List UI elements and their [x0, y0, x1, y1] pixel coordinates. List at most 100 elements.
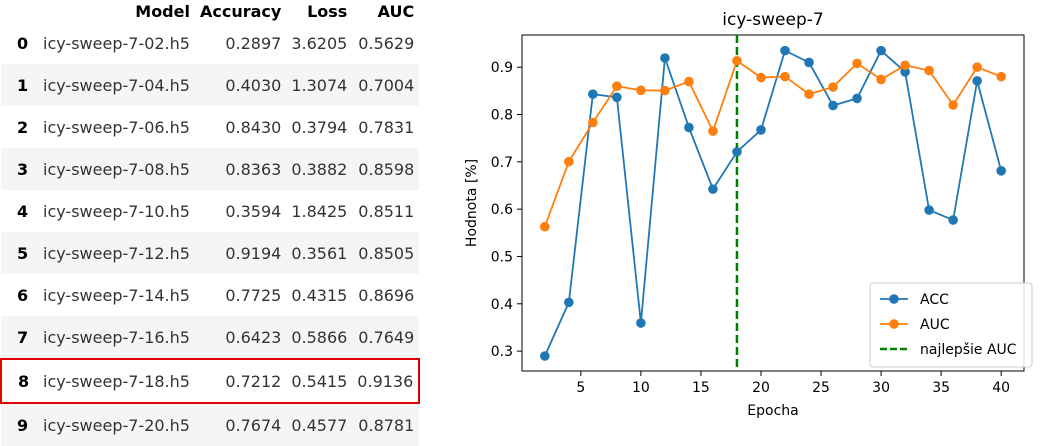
loss-cell: 0.4315 [291, 285, 348, 305]
data-point-acc [660, 53, 670, 63]
model-cell: icy-sweep-7-08.h5 [38, 148, 195, 190]
data-point-auc [588, 117, 598, 128]
row-index: 2 [17, 117, 29, 137]
data-point-auc [924, 65, 934, 76]
x-tick-label: 15 [692, 380, 710, 396]
model-cell: icy-sweep-7-12.h5 [38, 232, 195, 274]
model-cell: icy-sweep-7-06.h5 [43, 117, 190, 137]
model-cell: icy-sweep-7-02.h5 [43, 33, 190, 53]
data-point-acc [804, 57, 814, 68]
auc-cell: 0.8781 [352, 403, 420, 446]
table-row: 1 icy-sweep-7-04.h5 0.4030 1.3074 0.7004 [1, 64, 420, 106]
model-cell: icy-sweep-7-14.h5 [43, 285, 190, 305]
table-row: 2 icy-sweep-7-06.h5 0.8430 0.3794 0.7831 [1, 106, 419, 148]
data-point-auc [780, 71, 790, 82]
table-row: 7 icy-sweep-7-16.h5 0.6423 0.5866 0.7649 [1, 316, 420, 359]
legend-swatch-marker [889, 294, 899, 304]
row-index: 9 [1, 403, 38, 446]
data-point-acc [540, 351, 550, 361]
accuracy-column-header: Accuracy [199, 1, 282, 21]
y-tick-label: 0.5 [491, 249, 513, 265]
table-row: 4 icy-sweep-7-10.h5 0.3594 1.8425 0.8511 [1, 190, 419, 232]
data-point-auc [708, 126, 718, 136]
data-point-acc [756, 125, 766, 135]
table-header-row: Model Accuracy Loss AUC [1, 0, 419, 22]
auc-cell: 0.7004 [352, 64, 420, 106]
x-tick-label: 10 [632, 380, 650, 396]
model-column-header: Model [135, 1, 190, 21]
accuracy-cell: 0.8430 [225, 117, 282, 137]
loss-cell: 1.3074 [286, 64, 353, 106]
x-tick-label: 30 [872, 380, 890, 396]
highlighted-table-row: 8 icy-sweep-7-18.h5 0.7212 0.5415 0.9136 [0, 358, 421, 404]
data-point-auc [732, 55, 742, 66]
auc-column-header: AUC [377, 1, 415, 21]
model-cell: icy-sweep-7-18.h5 [38, 358, 195, 404]
row-index: 7 [1, 316, 38, 359]
data-point-acc [684, 122, 694, 133]
y-tick-label: 0.6 [491, 202, 513, 218]
table-row: 3 icy-sweep-7-08.h5 0.8363 0.3882 0.8598 [1, 148, 420, 190]
line-chart: icy-sweep-7 5 10 15 20 25 30 35 40 0.3 0.4 0.5 0.6 0.… [464, 10, 1033, 419]
accuracy-cell: 0.7725 [225, 285, 282, 305]
row-index: 3 [1, 148, 38, 190]
data-point-acc [636, 318, 646, 328]
y-tick-label: 0.3 [491, 344, 513, 360]
data-point-acc [852, 93, 862, 104]
x-tick-label: 40 [992, 380, 1010, 396]
series-line-acc [543, 49, 1003, 357]
legend-label: najlepšie AUC [920, 342, 1017, 358]
table-row: 0 icy-sweep-7-02.h5 0.2897 3.6205 0.5629 [1, 22, 419, 64]
data-point-acc [732, 146, 742, 157]
row-index: 6 [17, 285, 29, 305]
accuracy-cell: 0.6423 [194, 316, 287, 359]
data-point-acc [996, 166, 1006, 176]
loss-cell: 0.5866 [286, 316, 353, 359]
data-point-auc [876, 74, 886, 85]
data-point-auc [852, 58, 862, 69]
data-point-auc [612, 81, 622, 92]
loss-column-header: Loss [307, 1, 348, 21]
y-axis-label: Hodnota [%] [464, 159, 480, 247]
y-tick-label: 0.9 [491, 60, 513, 76]
y-tick-label: 0.7 [491, 155, 513, 171]
y-tick-label: 0.4 [491, 297, 513, 313]
accuracy-cell: 0.9194 [194, 232, 287, 274]
data-point-acc [924, 205, 934, 215]
loss-cell: 0.3794 [291, 117, 348, 137]
model-cell: icy-sweep-7-20.h5 [38, 403, 195, 446]
data-point-acc [780, 45, 790, 56]
legend-label: AUC [920, 317, 950, 333]
row-index: 5 [1, 232, 38, 274]
data-point-auc [540, 221, 550, 232]
data-point-acc [948, 215, 958, 225]
auc-cell: 0.9136 [352, 358, 421, 404]
data-point-acc [876, 45, 886, 56]
loss-cell: 0.4577 [286, 403, 353, 446]
auc-cell: 0.8511 [358, 201, 415, 221]
data-point-auc [972, 62, 982, 72]
accuracy-cell: 0.7212 [194, 358, 287, 404]
row-index: 8 [0, 358, 38, 404]
model-cell: icy-sweep-7-16.h5 [38, 316, 195, 359]
data-point-acc [900, 67, 910, 77]
data-point-acc [972, 76, 982, 86]
data-point-acc [588, 89, 598, 99]
row-index: 0 [17, 33, 29, 53]
row-index: 4 [17, 201, 29, 221]
auc-cell: 0.7831 [358, 117, 415, 137]
x-tick-label: 20 [752, 380, 770, 396]
data-point-auc [660, 85, 670, 96]
auc-cell: 0.7649 [352, 316, 420, 359]
loss-cell: 0.3561 [286, 232, 353, 274]
legend-box [869, 282, 1033, 368]
accuracy-cell: 0.7674 [194, 403, 287, 446]
index-header [1, 0, 38, 22]
data-point-auc [828, 82, 838, 92]
table-row: 6 icy-sweep-7-14.h5 0.7725 0.4315 0.8696 [1, 274, 419, 316]
x-axis-label: Epocha [747, 403, 798, 419]
data-point-auc [948, 100, 958, 110]
table-row: 9 icy-sweep-7-20.h5 0.7674 0.4577 0.8781 [1, 403, 420, 446]
legend-label: ACC [920, 292, 949, 308]
model-cell: icy-sweep-7-10.h5 [43, 201, 190, 221]
